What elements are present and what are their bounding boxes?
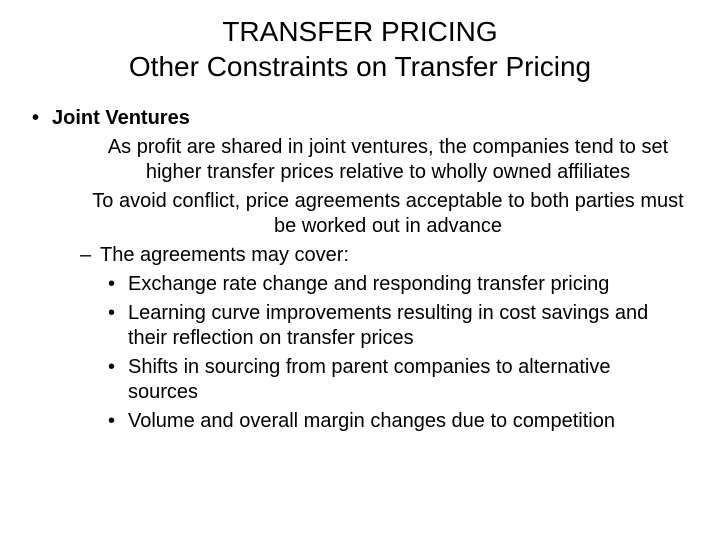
item-shifts-sourcing: Shifts in sourcing from parent companies…: [24, 355, 696, 405]
item-learning-curve: Learning curve improvements resulting in…: [24, 301, 696, 351]
slide: TRANSFER PRICING Other Constraints on Tr…: [0, 0, 720, 540]
slide-content: Joint Ventures As profit are shared in j…: [24, 106, 696, 434]
item-volume-margin: Volume and overall margin changes due to…: [24, 409, 696, 434]
title-line-1: TRANSFER PRICING: [24, 14, 696, 49]
title-line-2: Other Constraints on Transfer Pricing: [24, 49, 696, 84]
slide-title: TRANSFER PRICING Other Constraints on Tr…: [24, 14, 696, 84]
item-exchange-rate: Exchange rate change and responding tran…: [24, 272, 696, 297]
bullet-joint-ventures: Joint Ventures: [24, 106, 696, 131]
sub-profit-shared: As profit are shared in joint ventures, …: [24, 135, 696, 185]
sub-avoid-conflict: To avoid conflict, price agreements acce…: [24, 189, 696, 239]
sub-agreements-cover: The agreements may cover:: [24, 243, 696, 268]
